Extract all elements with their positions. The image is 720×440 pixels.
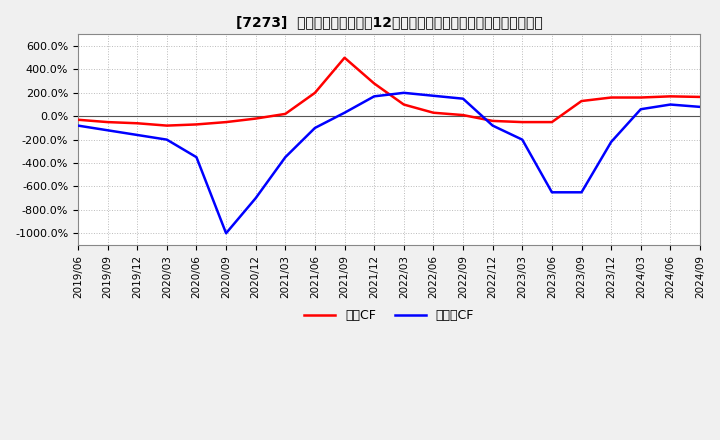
- 営業CF: [488, 118, 497, 124]
- フリーCF: [607, 139, 616, 145]
- 営業CF: [518, 119, 526, 125]
- 営業CF: [103, 119, 112, 125]
- フリーCF: [370, 94, 379, 99]
- フリーCF: [548, 190, 557, 195]
- フリーCF: [666, 102, 675, 107]
- 営業CF: [666, 94, 675, 99]
- 営業CF: [341, 55, 349, 60]
- 営業CF: [251, 116, 260, 121]
- 営業CF: [133, 121, 142, 126]
- フリーCF: [73, 123, 82, 128]
- 営業CF: [222, 119, 230, 125]
- 営業CF: [548, 119, 557, 125]
- 営業CF: [577, 99, 586, 104]
- 営業CF: [73, 117, 82, 122]
- Legend: 営業CF, フリーCF: 営業CF, フリーCF: [299, 304, 480, 327]
- 営業CF: [459, 113, 467, 118]
- フリーCF: [133, 132, 142, 138]
- 営業CF: [281, 111, 289, 117]
- 営業CF: [310, 90, 319, 95]
- 営業CF: [696, 94, 704, 99]
- 営業CF: [400, 102, 408, 107]
- 営業CF: [429, 110, 438, 115]
- 営業CF: [636, 95, 645, 100]
- フリーCF: [518, 137, 526, 142]
- フリーCF: [310, 125, 319, 131]
- Line: 営業CF: 営業CF: [78, 58, 700, 125]
- フリーCF: [636, 106, 645, 112]
- Line: フリーCF: フリーCF: [78, 93, 700, 233]
- フリーCF: [103, 128, 112, 133]
- フリーCF: [488, 123, 497, 128]
- 営業CF: [192, 122, 201, 127]
- フリーCF: [192, 154, 201, 160]
- フリーCF: [163, 137, 171, 142]
- フリーCF: [696, 104, 704, 110]
- フリーCF: [429, 93, 438, 99]
- フリーCF: [281, 154, 289, 160]
- フリーCF: [251, 195, 260, 201]
- フリーCF: [400, 90, 408, 95]
- 営業CF: [607, 95, 616, 100]
- 営業CF: [370, 81, 379, 86]
- Title: [7273]  キャッシュフローの12か月移動合計の対前年同期増減率の推移: [7273] キャッシュフローの12か月移動合計の対前年同期増減率の推移: [235, 15, 542, 29]
- フリーCF: [459, 96, 467, 101]
- フリーCF: [222, 231, 230, 236]
- フリーCF: [577, 190, 586, 195]
- フリーCF: [341, 110, 349, 115]
- 営業CF: [163, 123, 171, 128]
